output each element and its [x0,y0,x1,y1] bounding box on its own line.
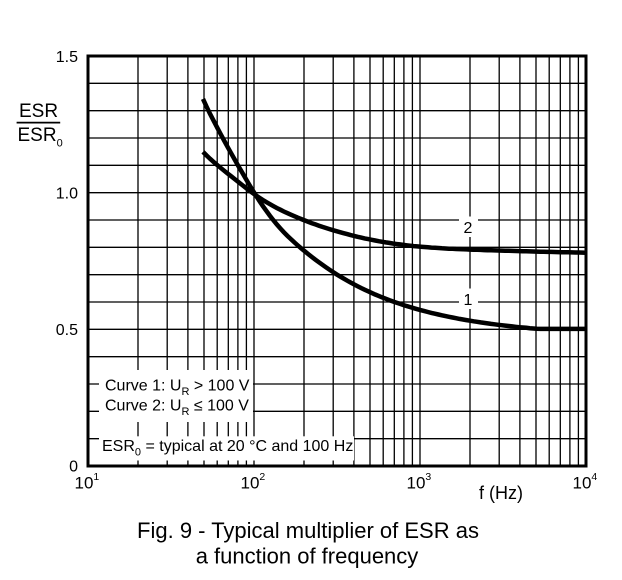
svg-text:102: 102 [241,471,266,493]
svg-text:1: 1 [464,292,473,309]
svg-text:101: 101 [75,471,100,493]
svg-text:104: 104 [573,471,598,493]
svg-text:a function of frequency: a function of frequency [196,544,419,569]
svg-text:ESR0 = typical at 20 °C and 10: ESR0 = typical at 20 °C and 100 Hz [102,438,353,459]
svg-text:ESR0: ESR0 [18,125,63,149]
svg-text:2: 2 [464,220,473,237]
svg-text:Fig. 9 - Typical multiplier of: Fig. 9 - Typical multiplier of ESR as [137,518,479,543]
svg-text:f (Hz): f (Hz) [479,483,523,503]
svg-text:103: 103 [407,471,432,493]
svg-text:1.5: 1.5 [56,49,78,66]
svg-text:0: 0 [69,459,78,476]
svg-text:ESR: ESR [19,101,58,122]
svg-text:Curve 2: UR ≤ 100 V: Curve 2: UR ≤ 100 V [105,397,249,418]
svg-text:0.5: 0.5 [56,322,78,339]
svg-text:1.0: 1.0 [56,185,78,202]
svg-text:Curve 1: UR > 100 V: Curve 1: UR > 100 V [105,377,250,398]
